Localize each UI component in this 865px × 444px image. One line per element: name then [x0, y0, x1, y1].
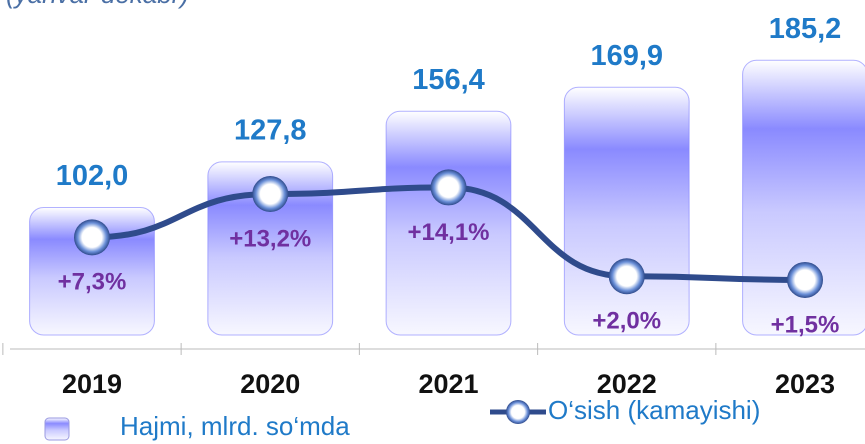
value-label: 102,0 [56, 160, 129, 192]
line-marker [252, 176, 289, 213]
bar [742, 59, 865, 336]
subtitle: (yanvar-dekabr) [6, 0, 189, 9]
x-tick-label: 2019 [62, 369, 122, 399]
legend-swatch [44, 417, 70, 441]
legend-label: O‘sish (kamayishi) [548, 395, 760, 425]
x-tick-label: 2021 [418, 369, 478, 399]
line-marker [608, 258, 645, 295]
x-tick-label: 2020 [240, 369, 300, 399]
value-label: +14,1% [407, 219, 489, 246]
legend-marker [506, 400, 530, 424]
bar [563, 86, 690, 336]
value-label: 185,2 [769, 13, 842, 45]
value-label: +13,2% [229, 225, 311, 252]
legend-label: Hajmi, mlrd. so‘mda [120, 411, 350, 441]
bar [207, 161, 334, 336]
value-label: +1,5% [771, 311, 840, 338]
value-label: +2,0% [592, 308, 661, 335]
x-tick-label: 2023 [775, 369, 835, 399]
value-label: 169,9 [590, 40, 663, 72]
bar [29, 207, 155, 336]
line-marker [74, 219, 110, 256]
value-label: 127,8 [234, 114, 307, 146]
value-label: +7,3% [58, 269, 127, 296]
x-tick-label: 2022 [597, 369, 657, 399]
value-label: 156,4 [412, 64, 485, 96]
line-marker [787, 261, 823, 298]
bar [385, 110, 512, 336]
line-marker [430, 169, 467, 206]
